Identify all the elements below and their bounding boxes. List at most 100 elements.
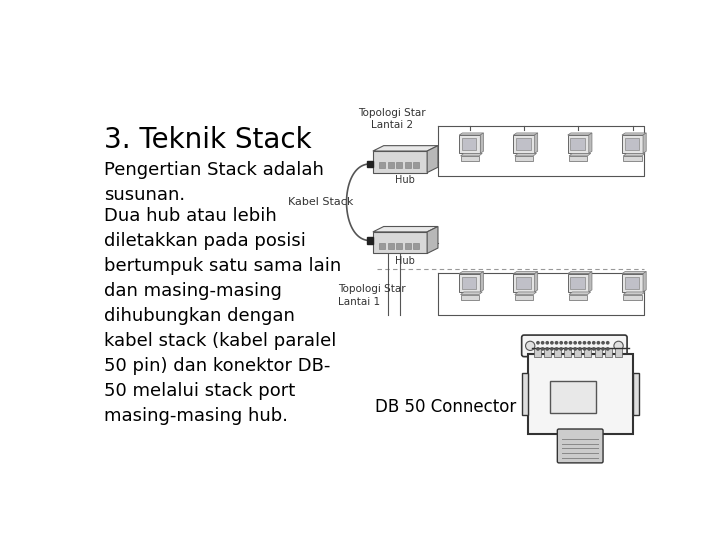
Bar	[405, 242, 411, 249]
Bar	[575, 348, 581, 357]
Circle shape	[541, 342, 544, 344]
Circle shape	[579, 348, 581, 350]
Bar	[461, 294, 479, 300]
Polygon shape	[373, 146, 438, 151]
Circle shape	[593, 348, 595, 350]
Bar	[570, 277, 585, 289]
Circle shape	[602, 342, 604, 344]
Polygon shape	[567, 133, 592, 135]
Circle shape	[537, 348, 539, 350]
Bar	[522, 373, 528, 415]
Bar	[595, 348, 601, 357]
Bar	[396, 162, 402, 168]
Polygon shape	[480, 133, 483, 153]
Bar	[373, 232, 427, 253]
Circle shape	[574, 348, 576, 350]
Circle shape	[555, 342, 558, 344]
Circle shape	[606, 348, 609, 350]
Circle shape	[564, 342, 567, 344]
Circle shape	[570, 342, 572, 344]
Circle shape	[560, 348, 562, 350]
Bar	[615, 348, 621, 357]
Bar	[624, 156, 642, 161]
Bar	[570, 138, 585, 150]
Polygon shape	[461, 153, 482, 156]
Bar	[396, 242, 402, 249]
Polygon shape	[461, 292, 482, 294]
Bar	[624, 294, 642, 300]
Polygon shape	[624, 153, 645, 156]
Circle shape	[546, 348, 549, 350]
Circle shape	[583, 348, 585, 350]
Polygon shape	[534, 272, 538, 292]
Circle shape	[597, 348, 600, 350]
Circle shape	[570, 348, 572, 350]
Circle shape	[602, 348, 604, 350]
Bar	[515, 156, 534, 161]
Text: Topologi Star
Lantai 1: Topologi Star Lantai 1	[338, 284, 405, 307]
Polygon shape	[622, 272, 647, 274]
Bar	[544, 348, 551, 357]
Polygon shape	[513, 133, 538, 135]
Bar	[528, 354, 632, 434]
Circle shape	[541, 348, 544, 350]
Bar	[554, 348, 561, 357]
Bar	[405, 162, 411, 168]
Text: DB 50 Connector: DB 50 Connector	[375, 399, 516, 416]
Text: Hub: Hub	[395, 256, 415, 266]
Text: Pengertian Stack adalah
susunan.: Pengertian Stack adalah susunan.	[104, 161, 324, 204]
Bar	[534, 348, 541, 357]
Bar	[605, 348, 611, 357]
Bar	[459, 274, 480, 292]
Bar	[585, 348, 591, 357]
Polygon shape	[569, 292, 591, 294]
Polygon shape	[643, 133, 647, 153]
Bar	[387, 242, 394, 249]
Polygon shape	[427, 146, 438, 173]
FancyBboxPatch shape	[522, 335, 627, 356]
Bar	[567, 274, 589, 292]
Bar	[569, 294, 588, 300]
Bar	[462, 138, 477, 150]
Text: Kabel Stack: Kabel Stack	[288, 197, 354, 207]
Polygon shape	[427, 226, 438, 253]
Bar	[461, 156, 479, 161]
Circle shape	[555, 348, 558, 350]
Circle shape	[526, 341, 535, 350]
Text: Hub: Hub	[395, 175, 415, 185]
Circle shape	[537, 342, 539, 344]
Polygon shape	[480, 272, 483, 292]
Bar	[564, 348, 571, 357]
Circle shape	[560, 342, 562, 344]
Bar	[624, 138, 639, 150]
Bar	[569, 156, 588, 161]
Bar	[513, 135, 534, 153]
Text: Topologi Star
Lantai 2: Topologi Star Lantai 2	[359, 108, 426, 130]
Circle shape	[564, 348, 567, 350]
Circle shape	[593, 342, 595, 344]
Bar	[632, 373, 639, 415]
Circle shape	[579, 342, 581, 344]
Bar	[624, 277, 639, 289]
Polygon shape	[643, 272, 647, 292]
Polygon shape	[567, 272, 592, 274]
Bar	[515, 294, 534, 300]
Bar	[379, 162, 385, 168]
Circle shape	[614, 341, 624, 350]
Bar	[413, 162, 419, 168]
Bar	[622, 135, 643, 153]
Circle shape	[551, 342, 553, 344]
Polygon shape	[513, 272, 538, 274]
Circle shape	[588, 342, 590, 344]
FancyBboxPatch shape	[557, 429, 603, 463]
Bar	[379, 242, 385, 249]
Circle shape	[588, 348, 590, 350]
Circle shape	[551, 348, 553, 350]
Circle shape	[546, 342, 549, 344]
Polygon shape	[373, 226, 438, 232]
Polygon shape	[622, 133, 647, 135]
Polygon shape	[534, 133, 538, 153]
Polygon shape	[589, 272, 592, 292]
Bar	[513, 274, 534, 292]
Circle shape	[606, 342, 609, 344]
